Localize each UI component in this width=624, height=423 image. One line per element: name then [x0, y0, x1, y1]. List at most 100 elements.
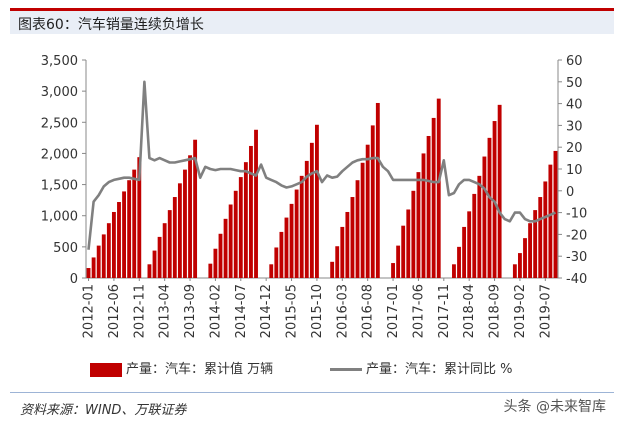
- bar: [101, 234, 106, 278]
- bar: [406, 209, 411, 278]
- bar: [492, 121, 497, 278]
- bar: [223, 218, 228, 278]
- right-tick-label: 60: [566, 54, 583, 69]
- right-tick-label: -30: [566, 250, 587, 265]
- legend-item-yoy: 产量：汽车：累计同比 %: [330, 358, 513, 377]
- bar: [86, 268, 91, 278]
- left-tick-label: 3,500: [41, 54, 78, 69]
- x-tick-label: 2018-04: [462, 284, 477, 338]
- bar: [553, 150, 558, 278]
- bar: [457, 246, 461, 278]
- figure-title: 图表60：汽车销量连续负增长: [18, 17, 204, 33]
- x-tick-label: 2016-08: [361, 284, 376, 338]
- right-tick-label: 20: [566, 141, 583, 156]
- bar: [512, 264, 517, 278]
- bar: [111, 211, 116, 278]
- x-tick-label: 2018-09: [488, 284, 503, 338]
- bar: [482, 156, 487, 278]
- bar: [330, 261, 335, 278]
- bar: [208, 263, 213, 278]
- bar: [431, 117, 436, 278]
- bar: [172, 197, 177, 278]
- x-tick-label: 2012-11: [132, 284, 147, 338]
- bar: [294, 189, 299, 278]
- watermark-text: 头条 @未来智库: [501, 396, 608, 416]
- right-tick-label: 30: [566, 119, 583, 134]
- x-tick-label: 2017-06: [411, 284, 426, 338]
- left-tick-label: 2,000: [41, 147, 78, 162]
- bar: [183, 169, 187, 278]
- x-tick-label: 2014-02: [208, 284, 223, 338]
- bar: [548, 164, 553, 278]
- figure-title-bar: 图表60：汽车销量连续负增长: [10, 8, 614, 34]
- bar: [274, 247, 279, 278]
- bar: [147, 264, 152, 278]
- bar: [213, 248, 218, 278]
- bar: [314, 124, 319, 278]
- left-tick-label: 2,500: [41, 116, 78, 131]
- bar: [426, 135, 431, 278]
- x-tick-label: 2019-02: [513, 284, 528, 338]
- bar: [289, 203, 294, 278]
- bar: [299, 175, 304, 278]
- bar: [106, 223, 111, 278]
- bar: [279, 231, 284, 278]
- bar: [543, 181, 548, 278]
- bar: [421, 153, 426, 278]
- bar: [345, 211, 350, 278]
- bar: [167, 210, 172, 278]
- bar: [96, 245, 101, 278]
- bar: [391, 263, 395, 278]
- x-tick-label: 2015-05: [285, 284, 300, 338]
- x-tick-label: 2017-11: [437, 284, 452, 338]
- bar: [162, 223, 167, 278]
- x-tick-label: 2015-10: [310, 284, 325, 338]
- bar: [355, 180, 360, 278]
- right-tick-label: 10: [566, 163, 583, 178]
- bar: [117, 202, 121, 278]
- bar: [132, 169, 137, 278]
- x-tick-label: 2019-07: [538, 284, 553, 338]
- legend-bar-swatch: [90, 362, 122, 377]
- bar: [269, 264, 274, 278]
- bar: [254, 129, 258, 278]
- right-tick-label: -10: [566, 207, 587, 222]
- bar: [157, 236, 162, 278]
- bar: [365, 144, 370, 278]
- bar: [411, 190, 416, 278]
- bar: [228, 204, 233, 278]
- legend-label-bar: 产量：汽车：累计值 万辆: [126, 362, 274, 377]
- bar: [233, 190, 238, 278]
- left-tick-label: 1,000: [41, 210, 78, 225]
- x-tick-label: 2017-01: [386, 284, 401, 338]
- bar: [137, 157, 142, 278]
- bar: [127, 180, 132, 278]
- left-tick-label: 500: [53, 241, 78, 256]
- bar: [452, 264, 456, 278]
- right-tick-label: 50: [566, 76, 583, 91]
- right-tick-label: -20: [566, 228, 587, 243]
- right-tick-label: 0: [566, 185, 574, 200]
- footer-divider: [10, 392, 614, 393]
- bar: [518, 253, 522, 278]
- bar: [218, 233, 223, 278]
- bar: [152, 250, 157, 278]
- legend-label-line: 产量：汽车：累计同比 %: [366, 362, 513, 377]
- bar: [340, 226, 345, 278]
- bar: [370, 125, 375, 279]
- bar: [523, 238, 527, 278]
- bar: [462, 226, 467, 278]
- chart-legend: 产量：汽车：累计值 万辆 产量：汽车：累计同比 %: [90, 358, 610, 382]
- bar: [436, 98, 441, 278]
- legend-line-swatch: [330, 368, 362, 371]
- source-note: 资料来源：WIND、万联证券: [20, 403, 187, 418]
- bar: [177, 183, 182, 278]
- bar: [284, 217, 289, 278]
- bar: [243, 162, 248, 278]
- x-tick-label: 2016-03: [335, 284, 350, 338]
- bar: [309, 142, 314, 278]
- bar: [188, 155, 192, 278]
- bar: [335, 246, 340, 278]
- bar: [467, 211, 472, 278]
